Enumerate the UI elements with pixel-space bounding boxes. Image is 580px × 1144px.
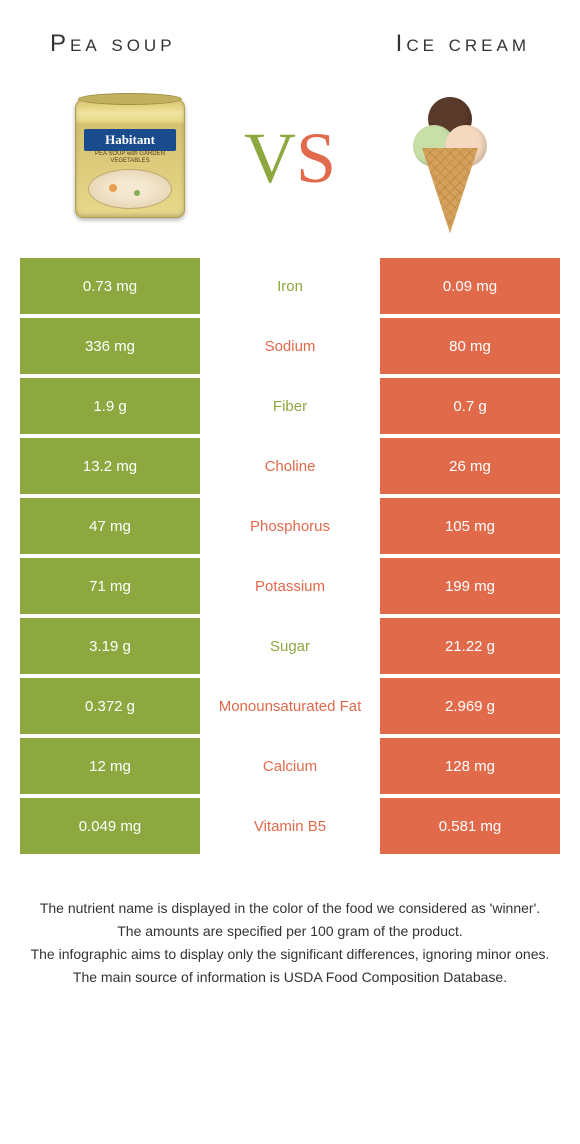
left-value-cell: 71 mg bbox=[20, 558, 200, 614]
nutrient-label: Sugar bbox=[200, 618, 380, 674]
table-row: 0.372 gMonounsaturated Fat2.969 g bbox=[20, 678, 560, 734]
vs-label: VS bbox=[244, 117, 336, 200]
ice-cream-image bbox=[380, 88, 520, 228]
nutrient-label: Choline bbox=[200, 438, 380, 494]
left-value-cell: 3.19 g bbox=[20, 618, 200, 674]
nutrient-label: Vitamin B5 bbox=[200, 798, 380, 854]
can-brand-label: Habitant bbox=[84, 129, 176, 151]
nutrient-table: 0.73 mgIron0.09 mg336 mgSodium80 mg1.9 g… bbox=[0, 258, 580, 854]
table-row: 0.73 mgIron0.09 mg bbox=[20, 258, 560, 314]
left-value-cell: 336 mg bbox=[20, 318, 200, 374]
table-row: 13.2 mgCholine26 mg bbox=[20, 438, 560, 494]
ice-cream-icon bbox=[405, 83, 495, 233]
left-value-cell: 0.73 mg bbox=[20, 258, 200, 314]
nutrient-label: Fiber bbox=[200, 378, 380, 434]
can-soup-bowl bbox=[88, 169, 172, 209]
nutrient-label: Monounsaturated Fat bbox=[200, 678, 380, 734]
table-row: 1.9 gFiber0.7 g bbox=[20, 378, 560, 434]
table-row: 0.049 mgVitamin B50.581 mg bbox=[20, 798, 560, 854]
nutrient-label: Calcium bbox=[200, 738, 380, 794]
soup-can-icon: Habitant PEA SOUP with GARDEN VEGETABLES bbox=[75, 98, 185, 218]
nutrient-label: Phosphorus bbox=[200, 498, 380, 554]
left-value-cell: 1.9 g bbox=[20, 378, 200, 434]
right-value-cell: 105 mg bbox=[380, 498, 560, 554]
footer-line-1: The nutrient name is displayed in the co… bbox=[30, 898, 550, 919]
left-value-cell: 13.2 mg bbox=[20, 438, 200, 494]
vs-s: S bbox=[296, 118, 336, 198]
waffle-cone bbox=[422, 148, 478, 233]
table-row: 71 mgPotassium199 mg bbox=[20, 558, 560, 614]
left-food-title: Pea soup bbox=[50, 30, 176, 58]
footer-line-2: The amounts are specified per 100 gram o… bbox=[30, 921, 550, 942]
left-value-cell: 0.049 mg bbox=[20, 798, 200, 854]
table-row: 47 mgPhosphorus105 mg bbox=[20, 498, 560, 554]
right-value-cell: 21.22 g bbox=[380, 618, 560, 674]
table-row: 336 mgSodium80 mg bbox=[20, 318, 560, 374]
right-value-cell: 199 mg bbox=[380, 558, 560, 614]
right-value-cell: 128 mg bbox=[380, 738, 560, 794]
right-value-cell: 0.7 g bbox=[380, 378, 560, 434]
nutrient-label: Potassium bbox=[200, 558, 380, 614]
pea-soup-image: Habitant PEA SOUP with GARDEN VEGETABLES bbox=[60, 88, 200, 228]
right-value-cell: 2.969 g bbox=[380, 678, 560, 734]
right-food-title: Ice cream bbox=[396, 30, 530, 58]
nutrient-label: Sodium bbox=[200, 318, 380, 374]
images-row: Habitant PEA SOUP with GARDEN VEGETABLES… bbox=[0, 68, 580, 258]
nutrient-label: Iron bbox=[200, 258, 380, 314]
right-value-cell: 0.09 mg bbox=[380, 258, 560, 314]
right-value-cell: 80 mg bbox=[380, 318, 560, 374]
right-value-cell: 0.581 mg bbox=[380, 798, 560, 854]
left-value-cell: 47 mg bbox=[20, 498, 200, 554]
right-value-cell: 26 mg bbox=[380, 438, 560, 494]
left-value-cell: 0.372 g bbox=[20, 678, 200, 734]
left-value-cell: 12 mg bbox=[20, 738, 200, 794]
header-row: Pea soup Ice cream bbox=[0, 0, 580, 68]
footer-line-4: The main source of information is USDA F… bbox=[30, 967, 550, 988]
vs-v: V bbox=[244, 118, 296, 198]
footer-line-3: The infographic aims to display only the… bbox=[30, 944, 550, 965]
table-row: 3.19 gSugar21.22 g bbox=[20, 618, 560, 674]
can-sub-label: PEA SOUP with GARDEN VEGETABLES bbox=[86, 151, 174, 164]
footer-notes: The nutrient name is displayed in the co… bbox=[0, 858, 580, 988]
table-row: 12 mgCalcium128 mg bbox=[20, 738, 560, 794]
